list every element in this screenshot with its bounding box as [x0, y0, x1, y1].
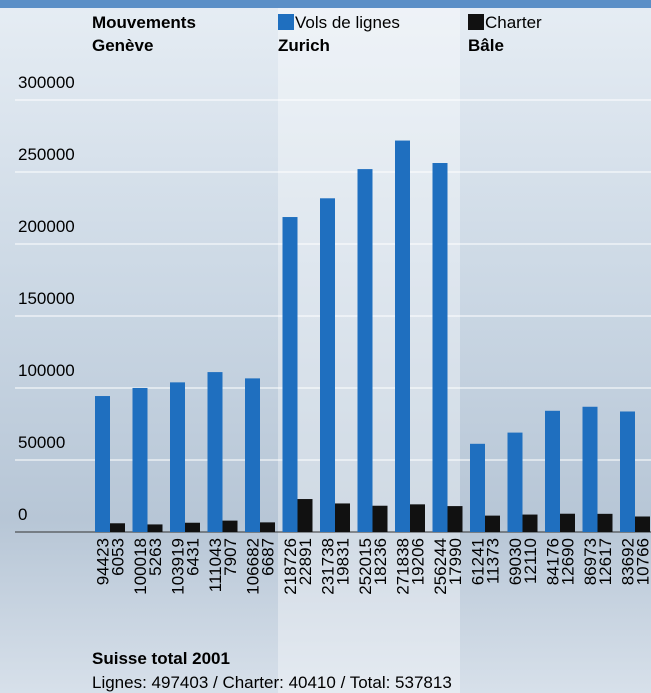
- data-label: 22891: [296, 538, 315, 585]
- y-tick-label: 100000: [18, 361, 75, 380]
- annotation: Suisse total 2001: [92, 649, 230, 668]
- bar: [335, 503, 350, 532]
- data-label: 17990: [446, 538, 465, 585]
- data-label: 84176: [544, 538, 563, 585]
- bar: [560, 513, 575, 532]
- top-strip: [0, 0, 651, 8]
- data-label: 100018: [131, 538, 150, 595]
- bar: [507, 432, 523, 532]
- data-label: 6431: [184, 538, 203, 576]
- data-label: 12690: [559, 538, 578, 585]
- bar: [357, 169, 373, 533]
- bar: [522, 514, 538, 532]
- group-label: Bâle: [468, 36, 504, 55]
- legend-label: Vols de lignes: [295, 13, 400, 32]
- data-label: 19831: [334, 538, 353, 585]
- annotation: Lignes: 497403 / Charter: 40410 / Total:…: [92, 673, 452, 692]
- bar: [597, 513, 613, 532]
- bar: [207, 372, 223, 532]
- data-label: 83692: [619, 538, 638, 585]
- data-label: 271838: [394, 538, 413, 595]
- data-label: 11373: [484, 538, 503, 584]
- data-label: 18236: [371, 538, 390, 585]
- bar: [432, 163, 448, 532]
- data-label: 103919: [169, 538, 188, 595]
- bar: [282, 217, 298, 533]
- legend-label: Charter: [485, 13, 542, 32]
- data-label: 10766: [634, 538, 651, 585]
- bar: [170, 382, 185, 532]
- bar: [320, 198, 335, 532]
- bar: [582, 406, 598, 532]
- bar: [95, 396, 110, 532]
- data-label: 94423: [94, 538, 113, 585]
- data-label: 86973: [581, 538, 600, 585]
- bar: [447, 506, 463, 532]
- group-label: Genève: [92, 36, 153, 55]
- bar: [147, 524, 163, 532]
- bar: [245, 378, 260, 532]
- chart-title: Mouvements: [92, 13, 196, 32]
- data-label: 111043: [206, 538, 225, 592]
- bar: [222, 520, 238, 532]
- data-label: 256244: [431, 538, 450, 595]
- data-label: 12617: [596, 538, 615, 585]
- bar: [372, 505, 388, 532]
- data-label: 6687: [259, 538, 278, 576]
- y-tick-label: 300000: [18, 73, 75, 92]
- data-label: 252015: [356, 538, 375, 595]
- data-label: 12110: [521, 538, 540, 584]
- bar: [410, 504, 425, 532]
- data-label: 7907: [221, 538, 240, 576]
- y-tick-label: 0: [18, 505, 27, 524]
- bar: [185, 522, 200, 532]
- bar: [110, 523, 125, 532]
- group-label: Zurich: [278, 36, 330, 55]
- bar: [620, 411, 635, 532]
- bar: [470, 443, 485, 532]
- data-label: 5263: [146, 538, 165, 576]
- legend-swatch: [278, 14, 294, 30]
- bar: [395, 140, 410, 532]
- bar: [132, 387, 148, 532]
- y-tick-label: 200000: [18, 217, 75, 236]
- bar: [485, 515, 500, 532]
- legend-swatch: [468, 14, 484, 30]
- data-label: 106682: [244, 538, 263, 595]
- y-tick-label: 150000: [18, 289, 75, 308]
- bar: [635, 516, 650, 532]
- bar: [260, 522, 275, 532]
- data-label: 69030: [506, 538, 525, 585]
- data-label: 19206: [409, 538, 428, 585]
- y-tick-label: 50000: [18, 433, 65, 452]
- data-label: 231738: [319, 538, 338, 595]
- bar: [545, 410, 560, 532]
- data-label: 61241: [469, 538, 488, 585]
- y-tick-label: 250000: [18, 145, 75, 164]
- data-label: 218726: [281, 538, 300, 595]
- bar: [297, 499, 313, 532]
- data-label: 6053: [109, 538, 128, 576]
